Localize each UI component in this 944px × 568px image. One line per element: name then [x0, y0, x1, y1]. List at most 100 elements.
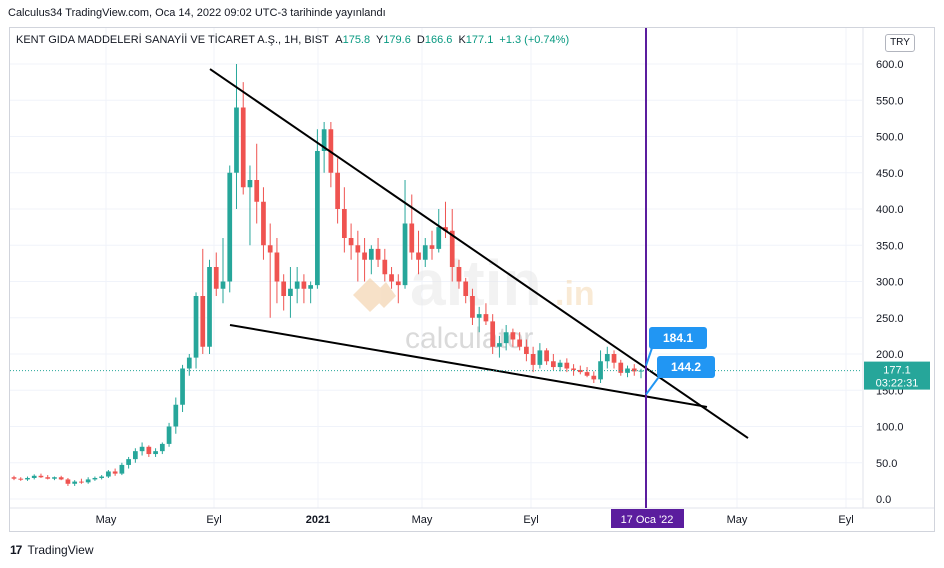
candle-body	[503, 332, 509, 344]
candle-body	[11, 477, 17, 479]
candle-body	[166, 426, 172, 444]
y-tick-label: 600.0	[876, 59, 904, 71]
candle-body	[52, 477, 57, 479]
annotation-badge	[649, 327, 707, 349]
candle-body	[132, 451, 138, 460]
last-price-badge	[864, 361, 930, 390]
date-marker-badge	[611, 509, 684, 528]
candle-body	[315, 151, 320, 286]
candle-body	[598, 361, 603, 380]
candle-body	[234, 107, 239, 173]
candle-body	[58, 477, 64, 480]
x-tick-label: May	[727, 514, 748, 526]
candle-body	[429, 245, 435, 249]
close-label: K	[458, 34, 466, 46]
candle-body	[584, 372, 590, 376]
chart-frame[interactable]	[9, 27, 935, 532]
footer-brand[interactable]: 17 TradingView	[10, 543, 94, 557]
candle-body	[355, 245, 361, 253]
candle-body	[227, 172, 233, 282]
candle-body	[31, 475, 37, 478]
x-tick-label: Eyl	[523, 514, 538, 526]
candle-body	[476, 314, 482, 318]
candle-body	[604, 354, 610, 362]
candle-body	[449, 230, 455, 267]
candle-body	[72, 481, 78, 484]
candle-body	[92, 477, 98, 480]
candle-body	[38, 475, 44, 478]
candle-body	[375, 248, 381, 260]
candle-body	[625, 368, 630, 373]
candle-body	[382, 259, 388, 275]
open-label: A	[335, 34, 343, 46]
candle-body	[537, 350, 543, 365]
candle-body	[301, 281, 307, 289]
candle-body	[618, 362, 624, 373]
candle-body	[409, 223, 415, 253]
candle-body	[443, 227, 448, 231]
last-price-label: 177.1	[883, 365, 911, 377]
candle-body	[335, 172, 340, 209]
candle-body	[139, 446, 145, 452]
candle-body	[18, 478, 24, 480]
candle-body	[25, 477, 30, 480]
candle-body	[362, 252, 367, 260]
candle-body	[146, 446, 152, 455]
candle-body	[591, 375, 597, 380]
y-tick-label: 100.0	[876, 422, 904, 434]
candle-body	[402, 223, 408, 286]
y-tick-label: 50.0	[876, 458, 897, 470]
high-label: Y	[375, 34, 384, 46]
x-tick-label: Eyl	[838, 514, 853, 526]
candle-body	[510, 332, 516, 340]
watermark-text-suffix: .in	[555, 275, 595, 313]
y-tick-label: 250.0	[876, 313, 904, 325]
candle-body	[247, 180, 253, 188]
y-tick-label: 350.0	[876, 240, 904, 252]
candle-body	[213, 267, 219, 289]
candle-body	[422, 245, 428, 260]
time-axis: May Eyl 2021 May Eyl May Eyl	[10, 507, 934, 526]
x-tick-label: May	[96, 514, 117, 526]
candle-body	[200, 296, 206, 347]
candle-body	[530, 354, 536, 365]
price-axis: 600.0 550.0 500.0 450.0 400.0 350.0 300.0 250.0…	[862, 28, 930, 508]
y-tick-label: 0.0	[876, 494, 891, 506]
candle-body	[544, 350, 549, 362]
candle-body	[106, 471, 111, 477]
y-tick-label: 500.0	[876, 132, 904, 144]
candle-body	[85, 479, 91, 483]
x-tick-label: Eyl	[206, 514, 221, 526]
y-tick-label: 450.0	[876, 168, 904, 180]
high-value: 179.6	[383, 34, 411, 46]
candle-body	[631, 368, 637, 372]
candle-body	[524, 346, 529, 354]
y-tick-label: 550.0	[876, 95, 904, 107]
candle-body	[368, 248, 374, 260]
date-marker: 17 Oca '22	[611, 28, 684, 528]
candle-body	[126, 459, 131, 465]
candle-body	[173, 404, 179, 427]
countdown-label: 03:22:31	[876, 378, 919, 390]
candle-body	[483, 314, 489, 322]
candle-body	[288, 288, 293, 296]
low-value: 166.6	[424, 34, 453, 46]
candle-body	[490, 321, 496, 347]
currency-button[interactable]: TRY	[885, 34, 915, 52]
y-tick-label: 400.0	[876, 204, 904, 216]
candle-body	[463, 281, 469, 296]
symbol-legend: KENT GIDA MADDELERİ SANAYİİ VE TİCARET A…	[16, 34, 569, 46]
candle-body	[193, 296, 199, 358]
annotation-badge	[657, 356, 715, 378]
candle-body	[261, 201, 266, 246]
candle-body	[65, 479, 71, 484]
candle-body	[274, 252, 280, 282]
candle-body	[159, 443, 165, 452]
close-value: 177.1	[465, 34, 494, 46]
candle-body	[254, 180, 260, 202]
candle-body	[220, 281, 226, 289]
candle-body	[267, 245, 273, 253]
candlestick-series	[11, 64, 644, 486]
change-value: +1.3 (+0.74%)	[499, 34, 570, 46]
